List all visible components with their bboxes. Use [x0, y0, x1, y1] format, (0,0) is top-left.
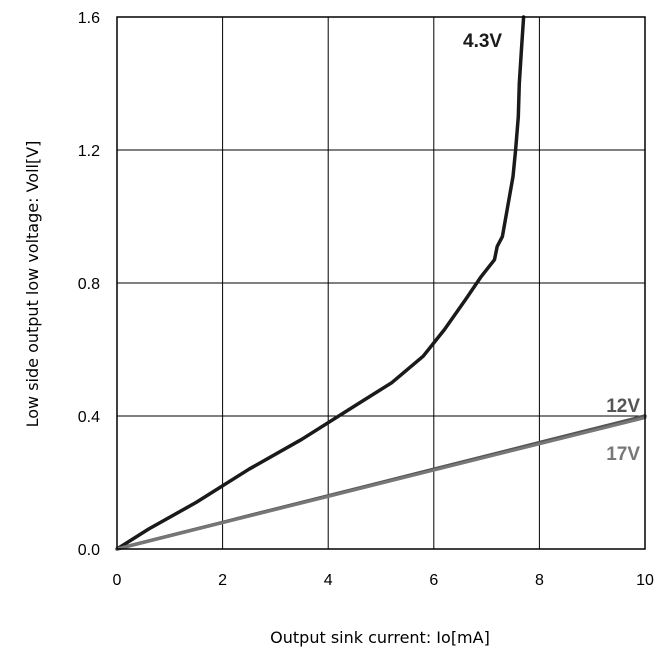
- y-tick-label: 0.0: [78, 542, 100, 559]
- x-tick-label: 2: [218, 572, 227, 589]
- x-tick-label: 10: [636, 572, 654, 589]
- x-tick-label: 4: [324, 572, 333, 589]
- x-axis-title: Output sink current: Io[mA]: [270, 628, 490, 647]
- series-labels: 4.3V 12V 17V: [463, 31, 640, 465]
- y-tick-label: 0.4: [78, 409, 100, 426]
- series-label: 12V: [606, 396, 640, 417]
- y-tick-label: 0.8: [78, 276, 100, 293]
- plot-area-frame: [116, 16, 646, 550]
- y-tick-label: 1.6: [78, 10, 100, 27]
- series-label: 4.3V: [463, 31, 502, 52]
- series-line-43v: [115, 15, 526, 551]
- series-label: 17V: [606, 444, 640, 465]
- series-line-17v: [115, 416, 647, 551]
- series-lines: [115, 15, 647, 551]
- y-tick-label: 1.2: [78, 143, 100, 160]
- x-tick-label: 8: [535, 572, 544, 589]
- x-tick-label: 0: [113, 572, 122, 589]
- y-axis-title: Low side output low voltage: Voll[V]: [23, 141, 42, 428]
- tick-labels: 0 2 4 6 8 10 0.0 0.4 0.8 1.2 1.6: [78, 10, 654, 589]
- grid: [116, 16, 646, 550]
- x-tick-label: 6: [429, 572, 438, 589]
